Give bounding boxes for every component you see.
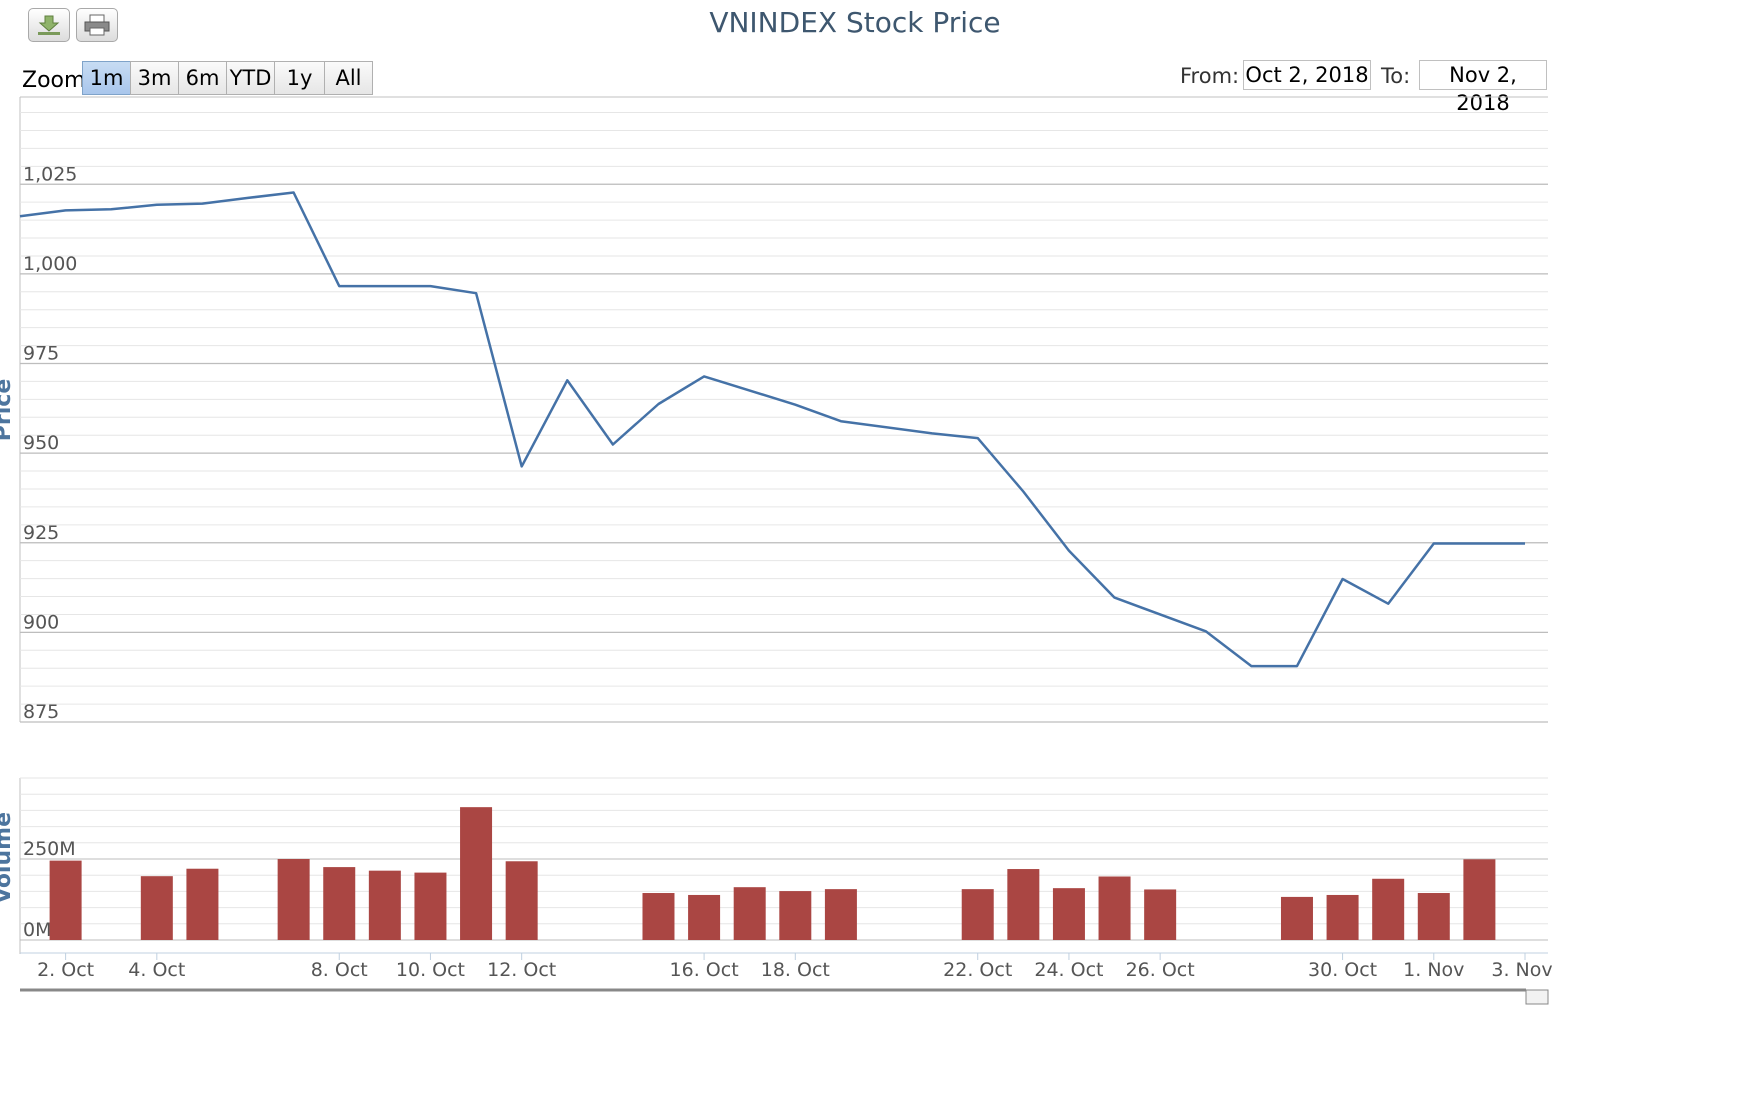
to-date-input[interactable]: Nov 2, 2018: [1419, 60, 1547, 115]
x-tick-label: 3. Nov: [1491, 959, 1552, 981]
x-tick-label: 26. Oct: [1126, 959, 1195, 981]
volume-bar: [1052, 888, 1085, 940]
price-tick-label: 950: [23, 432, 59, 454]
volume-bar: [186, 868, 219, 940]
volume-bar: [961, 889, 994, 940]
zoom-6m-button[interactable]: 6m: [178, 61, 227, 95]
from-date-input[interactable]: Oct 2, 2018: [1243, 60, 1371, 90]
navigator-handle: [1525, 989, 1549, 1005]
volume-bar: [277, 859, 310, 940]
price-tick-label: 875: [23, 701, 59, 723]
print-button[interactable]: [76, 8, 118, 42]
zoom-1y-button[interactable]: 1y: [274, 61, 325, 95]
volume-bar: [1007, 869, 1040, 940]
volume-bar: [368, 870, 401, 940]
price-tick-label: 1,025: [23, 163, 77, 185]
volume-bar: [323, 867, 356, 940]
zoom-1m-button[interactable]: 1m: [82, 61, 131, 95]
volume-bar: [414, 872, 447, 940]
x-tick-label: 22. Oct: [943, 959, 1012, 981]
price-axis-title: Price: [0, 379, 16, 441]
download-icon: [38, 15, 60, 35]
volume-bar: [733, 887, 766, 940]
to-label: To:: [1381, 64, 1411, 88]
x-tick-label: 30. Oct: [1308, 959, 1377, 981]
chart-title: VNINDEX Stock Price: [709, 6, 1001, 39]
volume-bar: [824, 889, 857, 940]
price-line: [19, 191, 1525, 668]
volume-bar: [505, 861, 538, 940]
volume-bar: [1280, 896, 1313, 940]
zoom-label: Zoom: [22, 68, 86, 93]
volume-bar: [460, 807, 493, 940]
volume-bar: [1417, 893, 1450, 940]
x-tick-label: 24. Oct: [1034, 959, 1103, 981]
x-tick-label: 16. Oct: [670, 959, 739, 981]
price-tick-label: 900: [23, 611, 59, 633]
price-tick-label: 1,000: [23, 253, 77, 275]
volume-axis-title: Volume: [0, 812, 16, 904]
zoom-all-button[interactable]: All: [324, 61, 373, 95]
volume-bar: [642, 893, 675, 940]
x-tick-label: 4. Oct: [128, 959, 185, 981]
volume-bar: [779, 891, 812, 940]
zoom-3m-button[interactable]: 3m: [130, 61, 179, 95]
x-tick-label: 12. Oct: [487, 959, 556, 981]
volume-tick-label: 250M: [23, 838, 76, 860]
download-button[interactable]: [28, 8, 70, 42]
volume-bar: [49, 860, 82, 940]
price-tick-label: 975: [23, 343, 59, 365]
volume-bar: [140, 876, 173, 940]
x-tick-label: 2. Oct: [37, 959, 94, 981]
volume-tick-label: 0M: [23, 919, 51, 941]
x-tick-label: 18. Oct: [761, 959, 830, 981]
volume-bar: [1463, 859, 1496, 940]
volume-bar: [1144, 889, 1177, 940]
volume-bar: [1372, 878, 1405, 940]
x-tick-label: 10. Oct: [396, 959, 465, 981]
x-tick-label: 8. Oct: [311, 959, 368, 981]
volume-bar: [1326, 894, 1359, 940]
volume-bar: [1098, 876, 1131, 940]
x-tick-label: 1. Nov: [1403, 959, 1464, 981]
price-tick-label: 925: [23, 522, 59, 544]
print-icon: [84, 14, 110, 36]
from-label: From:: [1180, 64, 1240, 88]
volume-bar: [688, 894, 721, 940]
